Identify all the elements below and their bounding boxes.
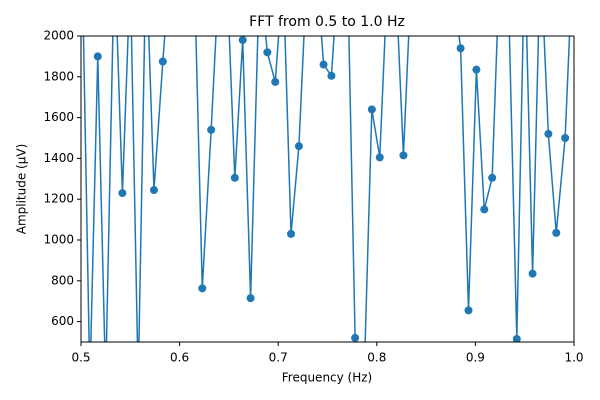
y-tick-label: 1000 (43, 233, 74, 247)
x-axis-label: Frequency (Hz) (282, 371, 373, 385)
x-tick-label: 0.6 (170, 351, 189, 365)
data-point (488, 173, 497, 182)
y-axis-label: Amplitude (µV) (15, 144, 29, 235)
data-point (93, 52, 102, 61)
data-point (512, 334, 521, 342)
data-point (552, 228, 561, 237)
data-point (238, 36, 247, 45)
y-tick-label: 1800 (43, 69, 74, 83)
data-point (86, 379, 94, 387)
series-line (82, 36, 571, 342)
data-point (198, 284, 207, 293)
y-tick-label: 600 (51, 314, 74, 328)
y-tick-label: 1200 (43, 192, 74, 206)
data-point (351, 333, 360, 342)
y-tick-label: 2000 (43, 29, 74, 43)
data-point (149, 186, 158, 195)
x-tick-label: 0.7 (269, 351, 288, 365)
plot-frame (80, 35, 575, 343)
chart-title: FFT from 0.5 to 1.0 Hz (249, 14, 405, 30)
data-point (271, 77, 280, 86)
data-point (544, 129, 553, 138)
y-tick-label: 1600 (43, 110, 74, 124)
data-point (327, 71, 336, 80)
data-point (528, 269, 537, 278)
data-point (158, 57, 167, 66)
data-point (294, 142, 303, 151)
data-point (399, 151, 408, 160)
x-tick-label: 0.9 (466, 351, 485, 365)
data-point (118, 189, 127, 198)
x-tick-label: 0.5 (71, 351, 90, 365)
data-point (375, 153, 384, 162)
x-tick-label: 1.0 (564, 351, 583, 365)
y-tick-label: 1400 (43, 151, 74, 165)
data-point (207, 125, 216, 134)
data-point (287, 229, 296, 238)
data-point (367, 105, 376, 114)
data-point (472, 65, 481, 74)
data-point (263, 48, 272, 57)
y-tick-label: 800 (51, 273, 74, 287)
data-point (480, 205, 489, 214)
data-point (134, 379, 142, 387)
x-tick-label: 0.8 (367, 351, 386, 365)
data-point (456, 44, 465, 53)
data-point (102, 379, 110, 387)
plot-area (82, 36, 571, 387)
data-point (561, 134, 570, 142)
data-point (464, 306, 473, 315)
data-point (246, 294, 255, 303)
data-point (230, 173, 239, 182)
data-point (319, 60, 328, 69)
